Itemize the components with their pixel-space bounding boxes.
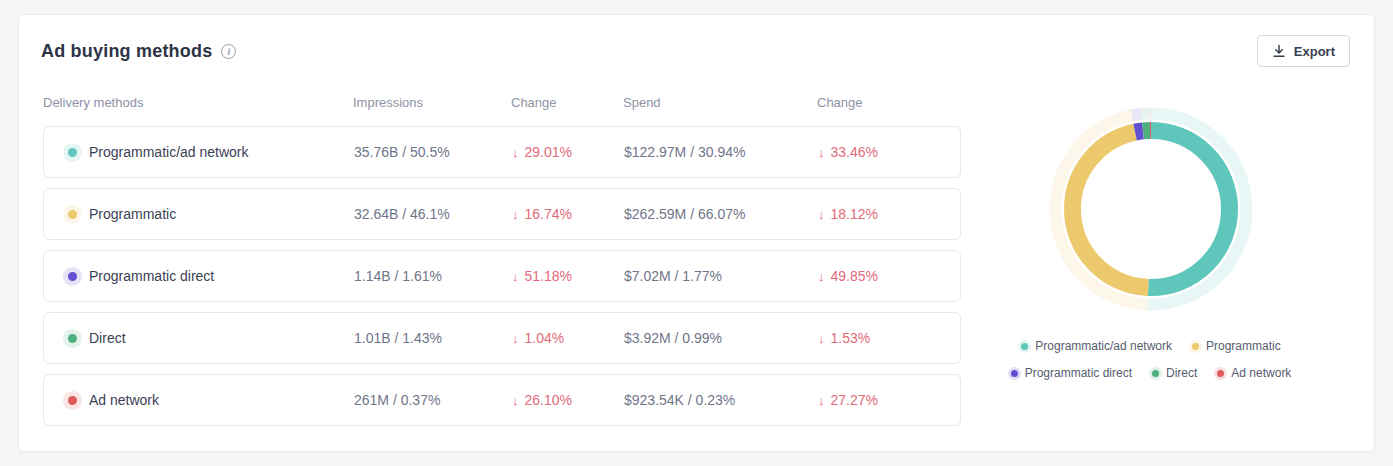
spend-change-value: 49.85% (831, 268, 878, 284)
down-arrow-icon: ↓ (512, 331, 519, 346)
info-icon[interactable]: i (221, 44, 236, 59)
spend-change: ↓ 27.27% (818, 392, 960, 408)
spend-value: $7.02M / 1.77% (624, 268, 818, 284)
legend-color-dot (1011, 370, 1018, 377)
delivery-method-label: Programmatic (89, 206, 176, 222)
spend-value: $122.97M / 30.94% (624, 144, 818, 160)
delivery-methods-table: Delivery methodsImpressionsChangeSpendCh… (43, 95, 961, 436)
download-icon (1272, 44, 1286, 58)
table-row[interactable]: Programmatic direct 1.14B / 1.61% ↓ 51.1… (43, 250, 961, 302)
chart-legend: Programmatic/ad network Programmatic Pro… (953, 339, 1349, 380)
impressions-change-value: 29.01% (525, 144, 572, 160)
ad-buying-methods-card: Ad buying methods i Export Delivery meth… (18, 14, 1375, 452)
delivery-method-cell: Programmatic direct (44, 268, 354, 284)
table-row[interactable]: Direct 1.01B / 1.43% ↓ 1.04% $3.92M / 0.… (43, 312, 961, 364)
down-arrow-icon: ↓ (512, 145, 519, 160)
legend-color-dot (1217, 370, 1224, 377)
impressions-value: 32.64B / 46.1% (354, 206, 512, 222)
legend-item[interactable]: Ad network (1217, 366, 1291, 380)
spend-value: $262.59M / 66.07% (624, 206, 818, 222)
down-arrow-icon: ↓ (512, 207, 519, 222)
impressions-change-value: 16.74% (525, 206, 572, 222)
legend-color-dot (1152, 370, 1159, 377)
impressions-change: ↓ 16.74% (512, 206, 624, 222)
down-arrow-icon: ↓ (512, 269, 519, 284)
impressions-change-value: 26.10% (525, 392, 572, 408)
legend-color-dot (1192, 343, 1199, 350)
series-color-dot (68, 334, 77, 343)
impressions-change: ↓ 51.18% (512, 268, 624, 284)
legend-item[interactable]: Direct (1152, 366, 1197, 380)
delivery-method-cell: Ad network (44, 392, 354, 408)
delivery-method-label: Programmatic direct (89, 268, 214, 284)
spend-change-value: 18.12% (831, 206, 878, 222)
spend-change: ↓ 1.53% (818, 330, 960, 346)
series-color-dot (68, 148, 77, 157)
spend-value: $923.54K / 0.23% (624, 392, 818, 408)
series-color-dot (68, 272, 77, 281)
down-arrow-icon: ↓ (818, 269, 825, 284)
delivery-method-cell: Direct (44, 330, 354, 346)
series-color-dot (68, 210, 77, 219)
table-header-cell: Change (511, 95, 623, 110)
down-arrow-icon: ↓ (512, 393, 519, 408)
impressions-value: 1.01B / 1.43% (354, 330, 512, 346)
delivery-method-label: Programmatic/ad network (89, 144, 249, 160)
chart-panel: Programmatic/ad network Programmatic Pro… (943, 103, 1359, 380)
spend-change: ↓ 49.85% (818, 268, 960, 284)
spend-change: ↓ 18.12% (818, 206, 960, 222)
down-arrow-icon: ↓ (818, 393, 825, 408)
table-header-cell: Delivery methods (43, 95, 353, 110)
spend-change-value: 27.27% (831, 392, 878, 408)
spend-change: ↓ 33.46% (818, 144, 960, 160)
table-row[interactable]: Ad network 261M / 0.37% ↓ 26.10% $923.54… (43, 374, 961, 426)
donut-chart (1045, 103, 1257, 315)
impressions-value: 35.76B / 50.5% (354, 144, 512, 160)
spend-value: $3.92M / 0.99% (624, 330, 818, 346)
table-row[interactable]: Programmatic/ad network 35.76B / 50.5% ↓… (43, 126, 961, 178)
down-arrow-icon: ↓ (818, 331, 825, 346)
delivery-method-label: Ad network (89, 392, 159, 408)
table-header-cell: Change (817, 95, 961, 110)
impressions-change: ↓ 29.01% (512, 144, 624, 160)
legend-color-dot (1021, 343, 1028, 350)
impressions-change: ↓ 1.04% (512, 330, 624, 346)
table-header-cell: Spend (623, 95, 817, 110)
page-title: Ad buying methods (41, 41, 212, 62)
impressions-change: ↓ 26.10% (512, 392, 624, 408)
series-color-dot (68, 396, 77, 405)
table-row[interactable]: Programmatic 32.64B / 46.1% ↓ 16.74% $26… (43, 188, 961, 240)
impressions-change-value: 1.04% (525, 330, 565, 346)
card-header: Ad buying methods i (41, 41, 236, 62)
impressions-value: 1.14B / 1.61% (354, 268, 512, 284)
impressions-value: 261M / 0.37% (354, 392, 512, 408)
legend-item[interactable]: Programmatic direct (1011, 366, 1132, 380)
delivery-method-cell: Programmatic (44, 206, 354, 222)
delivery-method-cell: Programmatic/ad network (44, 144, 354, 160)
export-button[interactable]: Export (1257, 35, 1350, 67)
delivery-method-label: Direct (89, 330, 126, 346)
down-arrow-icon: ↓ (818, 207, 825, 222)
spend-change-value: 1.53% (831, 330, 871, 346)
spend-change-value: 33.46% (831, 144, 878, 160)
legend-item[interactable]: Programmatic (1192, 339, 1281, 353)
table-header-row: Delivery methodsImpressionsChangeSpendCh… (43, 95, 961, 110)
export-button-label: Export (1294, 44, 1335, 59)
table-header-cell: Impressions (353, 95, 511, 110)
impressions-change-value: 51.18% (525, 268, 572, 284)
legend-item[interactable]: Programmatic/ad network (1021, 339, 1172, 353)
down-arrow-icon: ↓ (818, 145, 825, 160)
